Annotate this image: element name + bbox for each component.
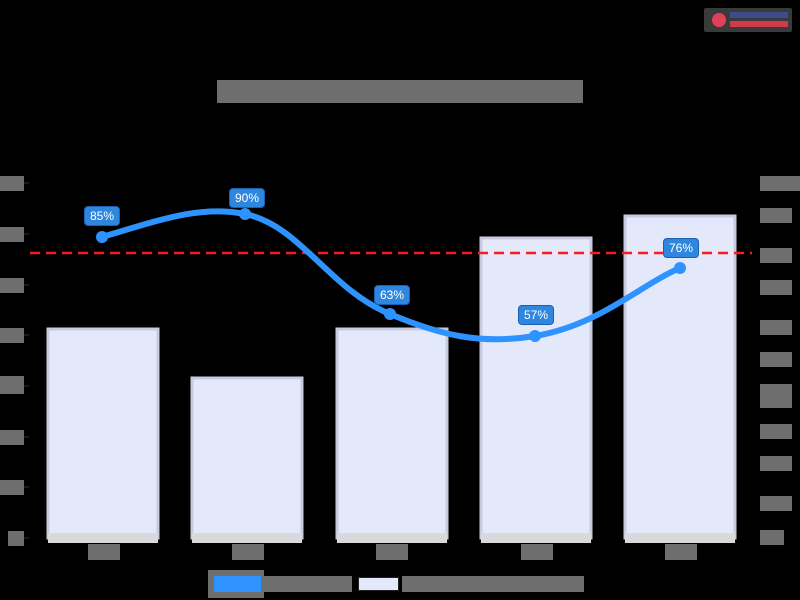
- legend-line-label: [obscured]: [264, 576, 352, 592]
- legend-line-swatch[interactable]: [214, 576, 261, 592]
- logo-icon: [712, 13, 726, 27]
- data-label: 57%: [518, 305, 555, 325]
- right-axis-labels: [760, 176, 800, 545]
- chart-title: [obscured]: [217, 80, 583, 103]
- data-label: 63%: [374, 285, 411, 305]
- brand-logo: [704, 8, 792, 32]
- line-series: [99, 208, 683, 343]
- data-label: 76%: [663, 238, 700, 258]
- x-axis-labels: [88, 544, 697, 560]
- legend-bar-swatch[interactable]: [358, 577, 399, 591]
- left-axis-labels: [0, 176, 24, 546]
- data-label: 85%: [84, 206, 121, 226]
- line-points: [96, 208, 686, 342]
- data-label: 90%: [229, 188, 266, 208]
- legend-bar-label: [obscured]: [402, 576, 584, 592]
- bar-series: [46, 214, 737, 543]
- left-axis: [24, 182, 29, 539]
